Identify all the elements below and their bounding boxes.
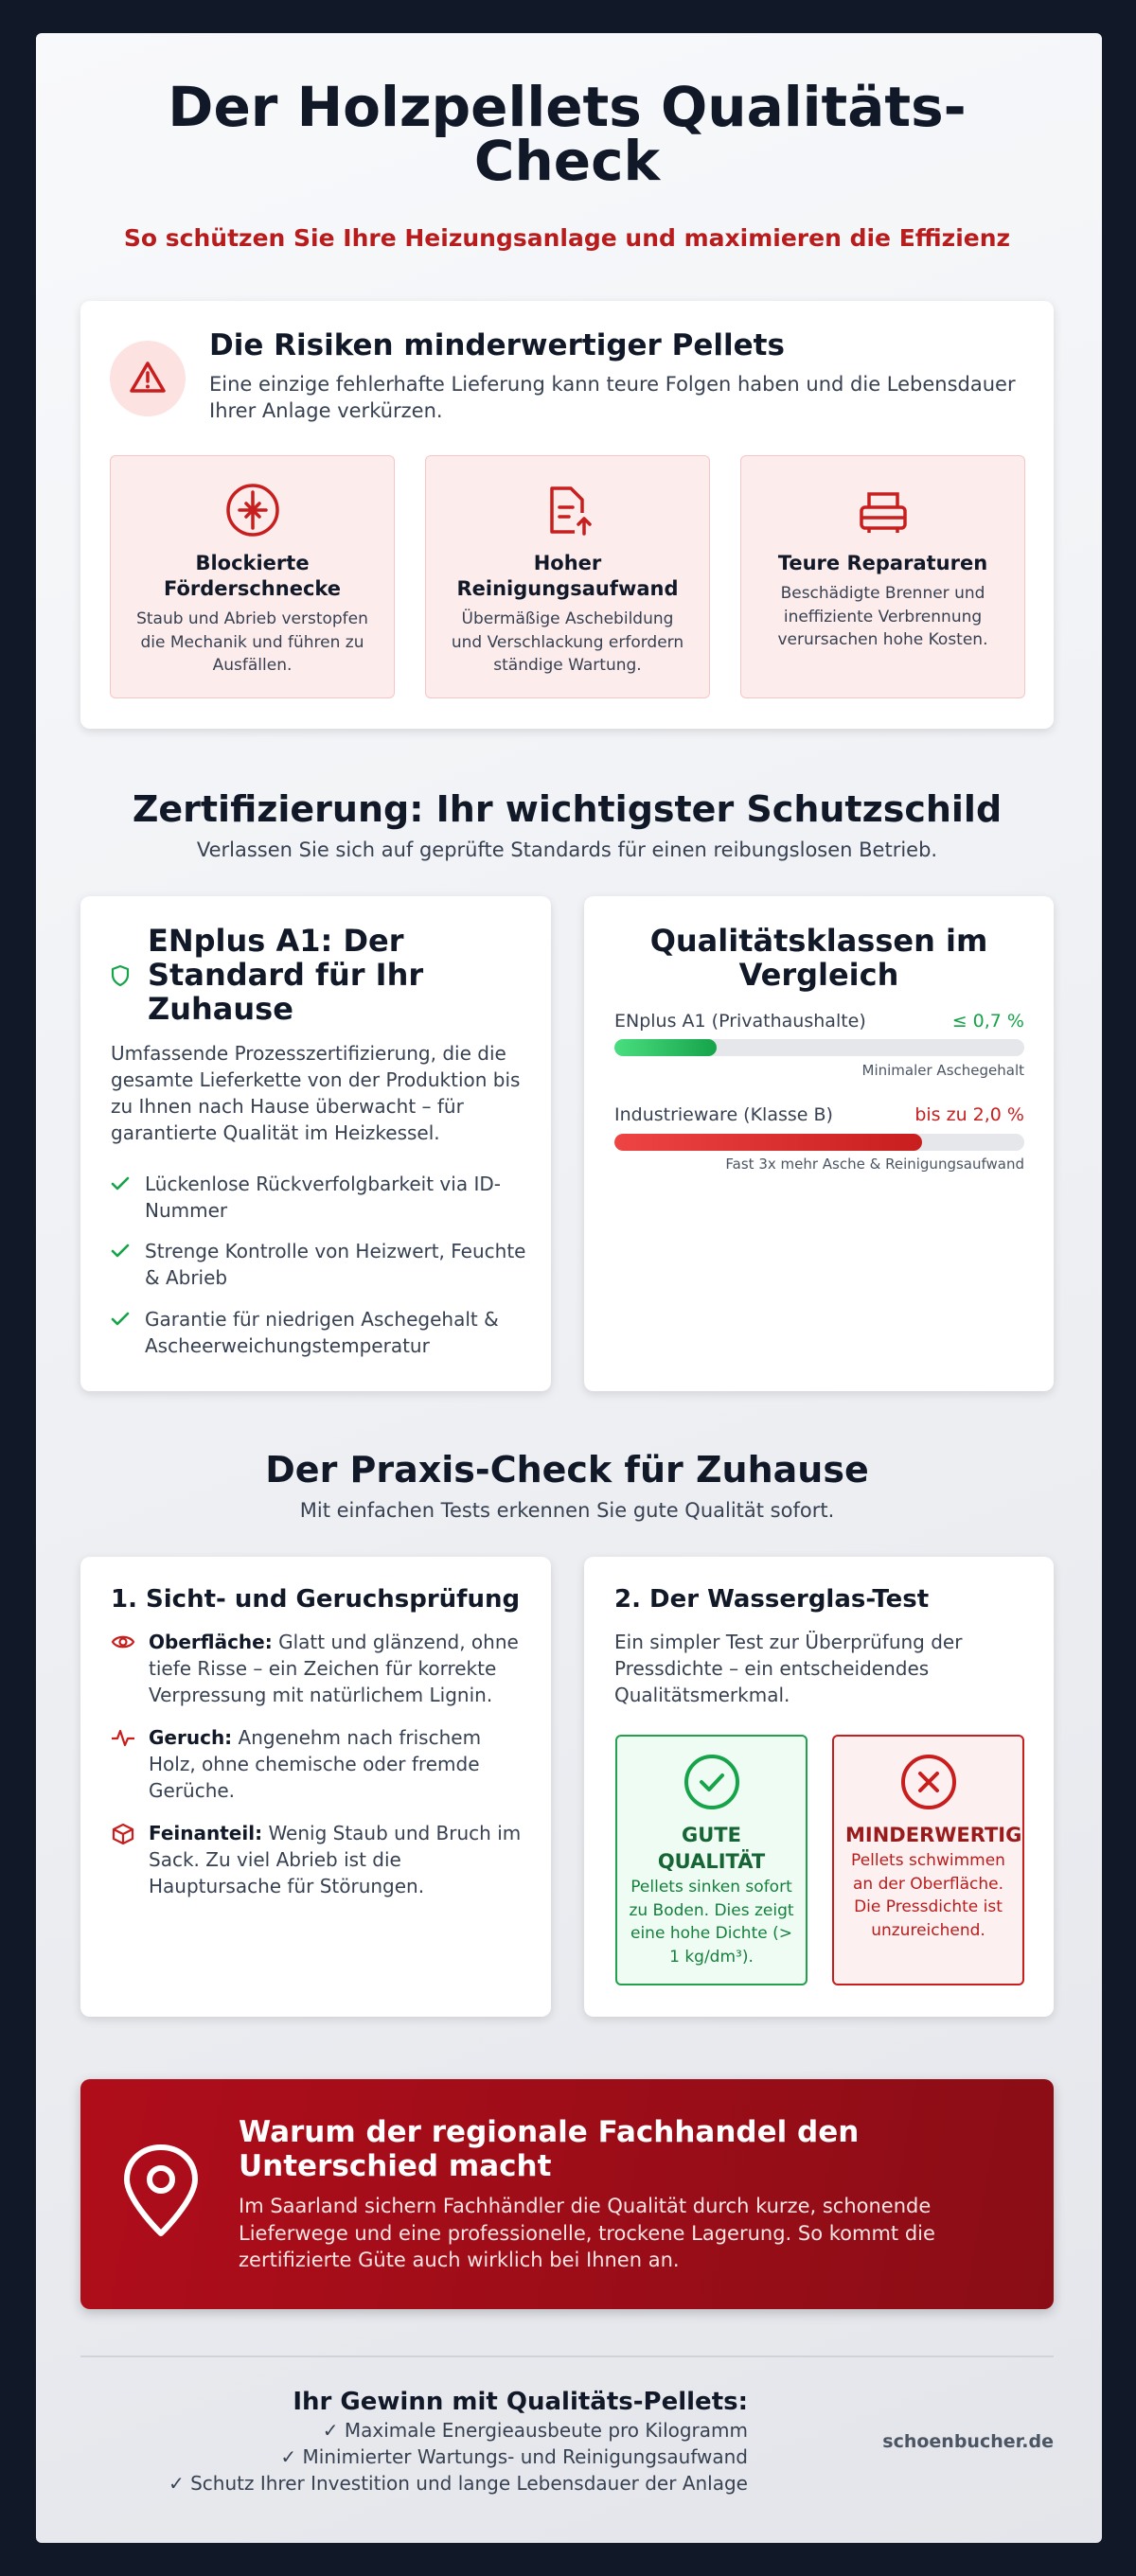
footer-benefits: Ihr Gewinn mit Qualitäts-Pellets: ✓ Maxi… <box>169 2387 748 2497</box>
enplus-card: ENplus A1: Der Standard für Ihr Zuhause … <box>80 896 551 1391</box>
benefit: ✓ Maximale Energieausbeute pro Kilogramm <box>322 2419 748 2442</box>
check-item: Lückenlose Rückverfolgbarkeit via ID-Num… <box>111 1171 527 1224</box>
check-icon <box>111 1312 130 1326</box>
section-subtitle: Verlassen Sie sich auf geprüfte Standard… <box>196 838 938 861</box>
risk-item-text: Übermäßige Aschebildung und Verschlackun… <box>451 609 684 675</box>
enplus-title: ENplus A1: Der Standard für Ihr Zuhause <box>148 923 424 1027</box>
check-item: Feinanteil: Wenig Staub und Bruch im Sac… <box>111 1820 527 1899</box>
comparison-card: Qualitätsklassen im Vergleich ENplus A1 … <box>584 896 1054 1391</box>
benefit: ✓ Schutz Ihrer Investition und lange Leb… <box>168 2472 748 2495</box>
x-circle-icon <box>900 1755 956 1809</box>
section-subtitle: Mit einfachen Tests erkennen Sie gute Qu… <box>299 1499 835 1522</box>
risk-item-text: Staub und Abrieb verstopfen die Mechanik… <box>136 609 368 675</box>
comparison-title: Qualitätsklassen im Vergleich <box>649 923 988 993</box>
risk-description: Eine einzige fehlerhafte Lieferung kann … <box>209 373 1016 422</box>
subtitle: So schützen Sie Ihre Heizungsanlage und … <box>123 224 1011 252</box>
risk-title: Die Risiken minderwertiger Pellets <box>209 328 785 362</box>
row-label: ENplus A1 (Privathaushalte) <box>614 1011 866 1032</box>
risk-item-title: Hoher Reinigungsaufwand <box>456 552 679 600</box>
site-name: schoenbucher.de <box>882 2431 1054 2452</box>
regional-banner: Warum der regionale Fachhandel den Unter… <box>80 2079 1054 2309</box>
check-circle-icon <box>683 1755 739 1809</box>
row-caption: Minimaler Aschegehalt <box>861 1062 1024 1079</box>
icon <box>549 486 592 536</box>
title: Der Holzpellets Qualitäts-Check <box>168 75 967 193</box>
section-title: Der Praxis-Check für Zuhause <box>265 1449 869 1491</box>
result-bad: MINDERWERTIG Pellets schwimmen an der Ob… <box>832 1735 1024 1985</box>
warning-icon <box>110 341 186 416</box>
bar-track <box>614 1134 1024 1151</box>
check-item: Garantie für niedrigen Aschegehalt & Asc… <box>111 1306 527 1359</box>
check-item: Oberfläche: Glatt und glänzend, ohne tie… <box>111 1629 527 1708</box>
risk-item: Teure Reparaturen Beschädigte Brenner un… <box>740 455 1025 698</box>
risk-item-title: Blockierte Förderschnecke <box>163 552 342 600</box>
water-test-card: 2. Der Wasserglas-Test Ein simpler Test … <box>584 1557 1054 2017</box>
item-label: Feinanteil: <box>149 1822 263 1844</box>
icon <box>859 492 907 533</box>
item-label: Geruch: <box>149 1726 233 1749</box>
pin-icon <box>124 2144 198 2236</box>
risk-item-title: Teure Reparaturen <box>777 552 988 574</box>
row-caption: Fast 3x mehr Asche & Reinigungsaufwand <box>725 1156 1024 1173</box>
check-text: Garantie für niedrigen Aschegehalt & Asc… <box>145 1308 499 1357</box>
result-title: GUTE QUALITÄT <box>657 1824 766 1873</box>
enplus-description: Umfassende Prozesszertifizierung, die di… <box>111 1042 521 1144</box>
result-text: Pellets schwimmen an der Oberfläche. Die… <box>851 1851 1005 1940</box>
risk-item-text: Beschädigte Brenner und ineffiziente Ver… <box>777 584 988 649</box>
bar-fill <box>614 1134 922 1151</box>
visual-check-card: 1. Sicht- und Geruchsprüfung Oberfläche:… <box>80 1557 551 2017</box>
item-text: Glatt und glänzend, ohne tiefe Risse – e… <box>149 1631 519 1706</box>
check-icon <box>111 1244 130 1258</box>
row-value: ≤ 0,7 % <box>951 1011 1024 1032</box>
item-text: Angenehm nach frischem Holz, ohne chemis… <box>149 1726 482 1802</box>
result-text: Pellets sinken sofort zu Boden. Dies zei… <box>629 1878 794 1967</box>
eye-icon <box>111 1635 135 1649</box>
check-icon <box>111 1176 130 1191</box>
result-good: GUTE QUALITÄT Pellets sinken sofort zu B… <box>615 1735 808 1985</box>
infographic: Der Holzpellets Qualitäts-Check So schüt… <box>36 33 1102 2543</box>
check-text: Strenge Kontrolle von Heizwert, Feuchte … <box>145 1240 526 1289</box>
banner-title: Warum der regionale Fachhandel den Unter… <box>239 2115 860 2183</box>
card-title: 2. Der Wasserglas-Test <box>614 1585 930 1614</box>
row-label: Industrieware (Klasse B) <box>614 1104 833 1125</box>
risk-item: Blockierte Förderschnecke Staub und Abri… <box>110 455 395 698</box>
card-title: 1. Sicht- und Geruchsprüfung <box>111 1585 521 1614</box>
shield-icon <box>111 964 130 987</box>
section-title: Zertifizierung: Ihr wichtigster Schutzsc… <box>132 788 1003 830</box>
pulse-icon <box>112 1729 134 1747</box>
check-list: Oberfläche: Glatt und glänzend, ohne tie… <box>111 1629 527 1915</box>
card-description: Ein simpler Test zur Überprüfung der Pre… <box>614 1631 963 1706</box>
footer-title: Ihr Gewinn mit Qualitäts-Pellets: <box>293 2388 748 2416</box>
risk-card: Die Risiken minderwertiger Pellets Eine … <box>80 301 1054 729</box>
item-text: Wenig Staub und Bruch im Sack. Zu viel A… <box>149 1822 522 1897</box>
risk-item: Hoher Reinigungsaufwand Übermäßige Asche… <box>425 455 710 698</box>
item-label: Oberfläche: <box>149 1631 273 1653</box>
box-icon <box>112 1824 134 1844</box>
check-item: Strenge Kontrolle von Heizwert, Feuchte … <box>111 1238 527 1291</box>
benefit: ✓ Minimierter Wartungs- und Reinigungsau… <box>280 2445 748 2468</box>
divider <box>80 2355 1054 2357</box>
bar-track <box>614 1039 1024 1056</box>
result-title: MINDERWERTIG <box>845 1824 1022 1846</box>
row-value: bis zu 2,0 % <box>914 1104 1024 1125</box>
check-text: Lückenlose Rückverfolgbarkeit via ID-Num… <box>145 1173 501 1222</box>
bar-fill <box>614 1039 718 1056</box>
icon <box>225 484 279 537</box>
banner-text: Im Saarland sichern Fachhändler die Qual… <box>239 2195 935 2271</box>
check-item: Geruch: Angenehm nach frischem Holz, ohn… <box>111 1724 527 1804</box>
